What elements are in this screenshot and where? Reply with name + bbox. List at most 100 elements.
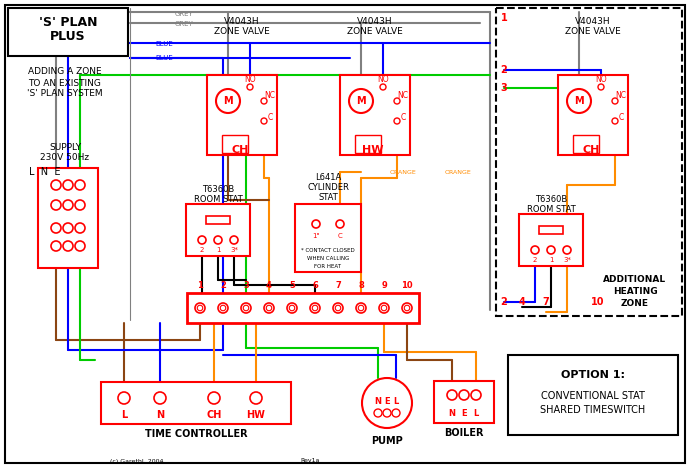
Circle shape <box>612 98 618 104</box>
Circle shape <box>382 305 387 311</box>
Circle shape <box>402 303 412 313</box>
Text: GREY: GREY <box>175 21 194 27</box>
Circle shape <box>380 84 386 90</box>
Circle shape <box>51 223 61 233</box>
Text: * CONTACT CLOSED: * CONTACT CLOSED <box>301 248 355 253</box>
Text: CH: CH <box>582 145 600 155</box>
Circle shape <box>392 409 400 417</box>
Text: 3*: 3* <box>563 257 571 263</box>
Circle shape <box>313 305 318 311</box>
Text: C: C <box>618 112 624 122</box>
Text: 7: 7 <box>542 297 549 307</box>
Text: 8: 8 <box>358 281 364 291</box>
Circle shape <box>547 246 555 254</box>
Text: ADDITIONAL: ADDITIONAL <box>604 276 667 285</box>
Circle shape <box>362 378 412 428</box>
Text: 'S' PLAN SYSTEM: 'S' PLAN SYSTEM <box>27 89 103 98</box>
Circle shape <box>404 305 410 311</box>
Text: ZONE VALVE: ZONE VALVE <box>565 28 621 37</box>
Text: 3: 3 <box>243 281 249 291</box>
Text: 1: 1 <box>501 13 507 23</box>
Circle shape <box>51 180 61 190</box>
Circle shape <box>394 118 400 124</box>
Text: BLUE: BLUE <box>155 41 172 47</box>
Text: CH: CH <box>206 410 221 420</box>
Circle shape <box>220 305 226 311</box>
Circle shape <box>287 303 297 313</box>
Circle shape <box>379 303 389 313</box>
Text: SUPPLY: SUPPLY <box>49 144 81 153</box>
Text: 1": 1" <box>312 233 319 239</box>
Text: L: L <box>121 410 127 420</box>
Circle shape <box>118 392 130 404</box>
Text: 2: 2 <box>200 247 204 253</box>
Circle shape <box>567 89 591 113</box>
Text: SHARED TIMESWITCH: SHARED TIMESWITCH <box>540 405 646 415</box>
Text: 2: 2 <box>220 281 226 291</box>
Circle shape <box>63 223 73 233</box>
Circle shape <box>198 236 206 244</box>
Bar <box>558 75 628 155</box>
Text: 10: 10 <box>591 297 604 307</box>
Text: TO AN EXISTING: TO AN EXISTING <box>28 79 101 88</box>
Text: CYLINDER: CYLINDER <box>307 183 349 191</box>
Text: CH: CH <box>231 145 248 155</box>
Text: 'S' PLAN: 'S' PLAN <box>39 15 97 29</box>
Circle shape <box>195 303 205 313</box>
Circle shape <box>218 303 228 313</box>
Text: 1: 1 <box>197 281 203 291</box>
Text: N: N <box>375 396 382 405</box>
Bar <box>573 135 599 153</box>
Bar <box>519 214 583 266</box>
Circle shape <box>310 303 320 313</box>
Text: C: C <box>268 112 273 122</box>
Text: NO: NO <box>595 75 607 85</box>
Text: M: M <box>223 96 233 106</box>
Text: ADDING A ZONE: ADDING A ZONE <box>28 67 102 76</box>
Text: 6: 6 <box>312 281 318 291</box>
Circle shape <box>63 180 73 190</box>
Text: PUMP: PUMP <box>371 436 403 446</box>
Circle shape <box>241 303 251 313</box>
Text: 4: 4 <box>519 297 525 307</box>
Circle shape <box>374 409 382 417</box>
Circle shape <box>197 305 203 311</box>
Text: ZONE VALVE: ZONE VALVE <box>214 28 270 37</box>
Bar <box>355 135 381 153</box>
Text: HW: HW <box>246 410 266 420</box>
Bar <box>101 382 291 424</box>
Bar <box>8 8 128 56</box>
Text: FOR HEAT: FOR HEAT <box>315 263 342 269</box>
Circle shape <box>383 409 391 417</box>
Circle shape <box>51 241 61 251</box>
Text: HEATING: HEATING <box>613 287 658 297</box>
Circle shape <box>358 305 364 311</box>
Text: C: C <box>337 233 342 239</box>
Text: 3: 3 <box>501 83 507 93</box>
Text: NO: NO <box>377 75 388 85</box>
Circle shape <box>266 305 272 311</box>
Text: L: L <box>393 396 399 405</box>
Text: NO: NO <box>244 75 256 85</box>
Text: E: E <box>384 396 390 405</box>
Text: 2: 2 <box>501 65 507 75</box>
Circle shape <box>247 84 253 90</box>
Circle shape <box>75 223 85 233</box>
Text: V4043H: V4043H <box>224 17 260 27</box>
Circle shape <box>214 236 222 244</box>
Text: M: M <box>356 96 366 106</box>
Bar <box>222 135 248 153</box>
Text: V4043H: V4043H <box>575 17 611 27</box>
Text: 10: 10 <box>401 281 413 291</box>
Text: 7: 7 <box>335 281 341 291</box>
Text: Rev1a: Rev1a <box>300 459 319 463</box>
Bar <box>508 355 678 435</box>
Circle shape <box>208 392 220 404</box>
Circle shape <box>531 246 539 254</box>
Text: NC: NC <box>615 90 627 100</box>
Text: ROOM STAT: ROOM STAT <box>526 205 575 214</box>
Text: PLUS: PLUS <box>50 29 86 43</box>
Bar <box>187 293 419 323</box>
Circle shape <box>333 303 343 313</box>
Text: 4: 4 <box>266 281 272 291</box>
